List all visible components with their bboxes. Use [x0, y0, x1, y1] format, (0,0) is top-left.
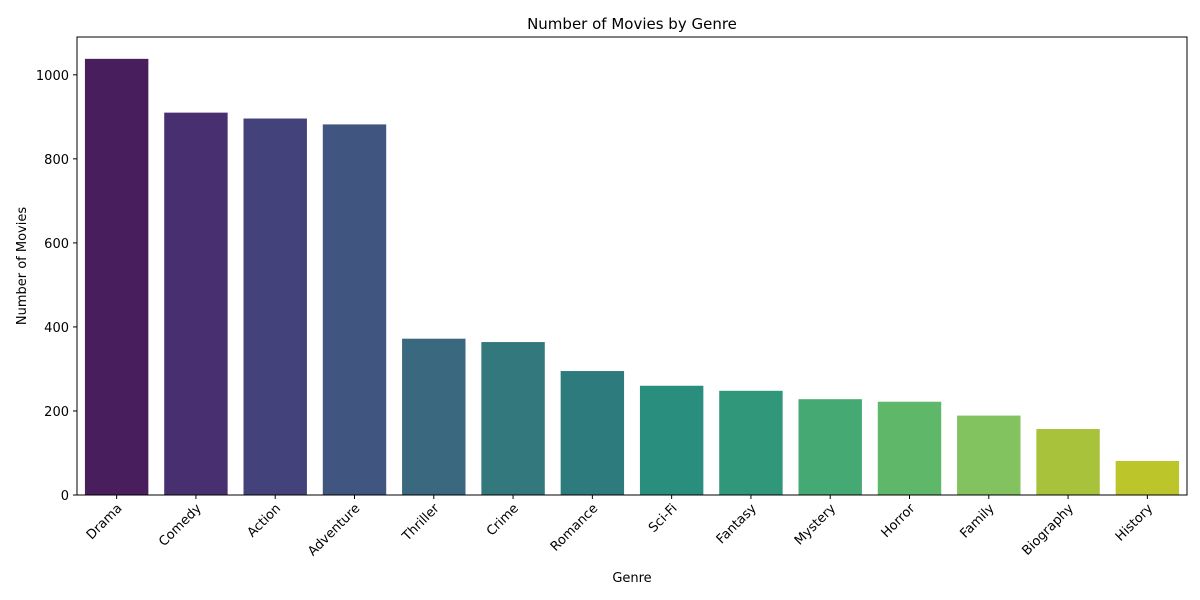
bar-mystery	[798, 399, 862, 495]
x-tick-label: Family	[957, 501, 997, 541]
x-axis: Drama Comedy Action Adventure Thriller Crime R…	[84, 495, 1157, 559]
bar-crime	[481, 342, 545, 495]
x-tick-label: Adventure	[305, 501, 363, 559]
plot-frame	[76, 36, 1188, 496]
bar-horror	[877, 401, 942, 495]
bar-family	[957, 415, 1021, 495]
bar-history	[1115, 460, 1180, 495]
x-tick-label: Fantasy	[714, 501, 760, 547]
y-axis-label: Number of Movies	[15, 207, 30, 325]
x-tick-label: Romance	[548, 501, 601, 554]
bar-fantasy	[719, 390, 783, 495]
y-tick-label: 400	[44, 321, 69, 336]
x-tick-label: Action	[245, 501, 284, 540]
x-tick-label: History	[1113, 501, 1157, 545]
bar-adventure	[322, 124, 387, 495]
x-tick-label: Comedy	[156, 501, 205, 550]
y-tick-label: 200	[44, 405, 69, 420]
x-tick-label: Drama	[84, 501, 126, 543]
bar-biography	[1036, 429, 1100, 495]
bars-group	[84, 58, 1180, 495]
x-tick-label: Crime	[484, 501, 522, 539]
bar-comedy	[164, 112, 228, 495]
x-tick-label: Biography	[1019, 501, 1077, 559]
y-tick-label: 0	[61, 489, 69, 504]
bar-thriller	[402, 338, 466, 495]
y-tick-label: 600	[44, 237, 69, 252]
y-tick-label: 1000	[36, 69, 69, 84]
x-tick-label: Mystery	[792, 501, 839, 548]
bar-drama	[84, 58, 149, 495]
y-tick-label: 800	[44, 153, 69, 168]
y-axis: 0 200 400 600 800 1000	[36, 69, 77, 504]
bar-sci-fi	[639, 385, 704, 495]
x-tick-label: Horror	[879, 501, 919, 541]
x-tick-label: Sci-Fi	[646, 501, 681, 536]
chart-title: Number of Movies by Genre	[527, 15, 737, 33]
x-tick-label: Thriller	[399, 501, 443, 545]
bar-romance	[560, 371, 625, 495]
bar-action	[243, 118, 307, 495]
x-axis-label: Genre	[612, 571, 651, 586]
